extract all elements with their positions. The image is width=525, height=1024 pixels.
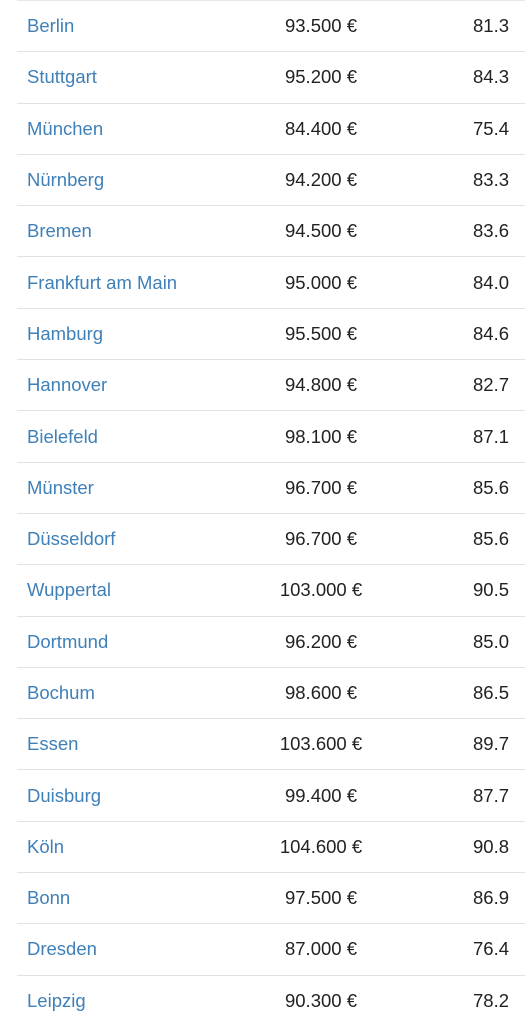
city-link[interactable]: Hannover (27, 374, 108, 396)
price-cell: 93.500 € (284, 15, 357, 37)
table-row: Köln 104.600 € 90.8 (17, 820, 525, 872)
second-value-cell: 76.4 (473, 938, 510, 960)
price-cell: 94.500 € (284, 220, 357, 242)
table-row: München 84.400 € 75.4 (17, 102, 525, 154)
city-link[interactable]: Leipzig (27, 989, 86, 1011)
table-row: Frankfurt am Main 95.000 € 84.0 (17, 256, 525, 307)
second-value-cell: 85.6 (473, 476, 510, 498)
price-cell: 98.100 € (284, 425, 357, 447)
table-row: Nürnberg 94.200 € 83.3 (17, 153, 525, 205)
table-row: Dresden 87.000 € 76.4 (17, 923, 525, 974)
city-link[interactable]: Bremen (27, 220, 92, 242)
table-row: Hamburg 95.500 € 84.6 (17, 307, 525, 359)
second-value-cell: 89.7 (473, 733, 510, 755)
second-value-cell: 86.9 (473, 887, 510, 909)
city-link[interactable]: Köln (27, 835, 65, 857)
second-value-cell: 87.7 (473, 784, 510, 806)
city-link[interactable]: Dresden (27, 938, 97, 960)
city-link[interactable]: Bonn (27, 887, 71, 909)
second-value-cell: 86.5 (473, 682, 510, 703)
table-row: Münster 96.700 € 85.6 (17, 461, 525, 513)
second-value-cell: 84.3 (473, 66, 510, 88)
price-cell: 96.700 € (284, 476, 357, 498)
city-link[interactable]: Essen (27, 733, 79, 755)
second-value-cell: 90.8 (473, 835, 510, 857)
price-cell: 96.700 € (284, 528, 357, 550)
price-table: Berlin 93.500 € 81.3 Stuttgart 95.200 € … (17, 0, 525, 1024)
second-value-cell: 81.3 (473, 15, 510, 37)
price-cell: 96.200 € (284, 630, 357, 652)
table-row: Hannover 94.800 € 82.7 (17, 359, 525, 410)
city-link[interactable]: Hamburg (27, 322, 104, 344)
city-link[interactable]: Düsseldorf (27, 528, 116, 550)
city-link[interactable]: Bochum (27, 682, 95, 703)
city-link[interactable]: Frankfurt am Main (27, 271, 178, 293)
second-value-cell: 87.1 (473, 425, 510, 447)
price-cell: 94.800 € (284, 374, 357, 396)
table-row: Leipzig 90.300 € 78.2 (17, 974, 525, 1024)
second-value-cell: 83.3 (473, 169, 510, 191)
table-row: Duisburg 99.400 € 87.7 (17, 769, 525, 820)
second-value-cell: 85.0 (473, 630, 510, 652)
city-link[interactable]: Münster (27, 476, 94, 498)
table-row: Dortmund 96.200 € 85.0 (17, 615, 525, 667)
table-row: Stuttgart 95.200 € 84.3 (17, 51, 525, 102)
table-row: Bonn 97.500 € 86.9 (17, 872, 525, 923)
table-row: Bielefeld 98.100 € 87.1 (17, 410, 525, 461)
table-row: Berlin 93.500 € 81.3 (17, 0, 525, 51)
second-value-cell: 83.6 (473, 220, 510, 242)
city-link[interactable]: Dortmund (27, 630, 109, 652)
price-cell: 99.400 € (284, 784, 357, 806)
city-link[interactable]: Berlin (27, 15, 75, 37)
price-cell: 95.000 € (284, 271, 357, 293)
price-cell: 90.300 € (284, 989, 357, 1011)
city-link[interactable]: Wuppertal (27, 579, 111, 601)
price-cell: 103.600 € (279, 733, 363, 755)
city-link[interactable]: Stuttgart (27, 66, 97, 88)
price-cell: 103.000 € (279, 579, 363, 601)
table-row: Bremen 94.500 € 83.6 (17, 205, 525, 256)
price-cell: 98.600 € (284, 682, 357, 703)
second-value-cell: 84.6 (473, 322, 510, 344)
price-cell: 94.200 € (284, 169, 357, 191)
city-link[interactable]: Nürnberg (27, 169, 105, 191)
second-value-cell: 84.0 (473, 271, 510, 293)
second-value-cell: 82.7 (473, 374, 510, 396)
price-cell: 97.500 € (284, 887, 357, 909)
table-row: Essen 103.600 € 89.7 (17, 718, 525, 769)
table-row: Düsseldorf 96.700 € 85.6 (17, 512, 525, 564)
city-link[interactable]: Duisburg (27, 784, 102, 806)
second-value-cell: 75.4 (473, 117, 510, 139)
city-link[interactable]: Bielefeld (27, 425, 98, 447)
table-row: Bochum 98.600 € 86.5 (17, 666, 525, 718)
price-cell: 87.000 € (284, 938, 357, 960)
city-link[interactable]: München (27, 117, 104, 139)
price-cell: 84.400 € (284, 117, 357, 139)
second-value-cell: 78.2 (473, 989, 510, 1011)
second-value-cell: 85.6 (473, 528, 510, 550)
second-value-cell: 90.5 (473, 579, 510, 601)
price-cell: 95.200 € (284, 66, 357, 88)
price-cell: 104.600 € (279, 835, 363, 857)
price-cell: 95.500 € (284, 322, 357, 344)
table-row: Wuppertal 103.000 € 90.5 (17, 564, 525, 615)
